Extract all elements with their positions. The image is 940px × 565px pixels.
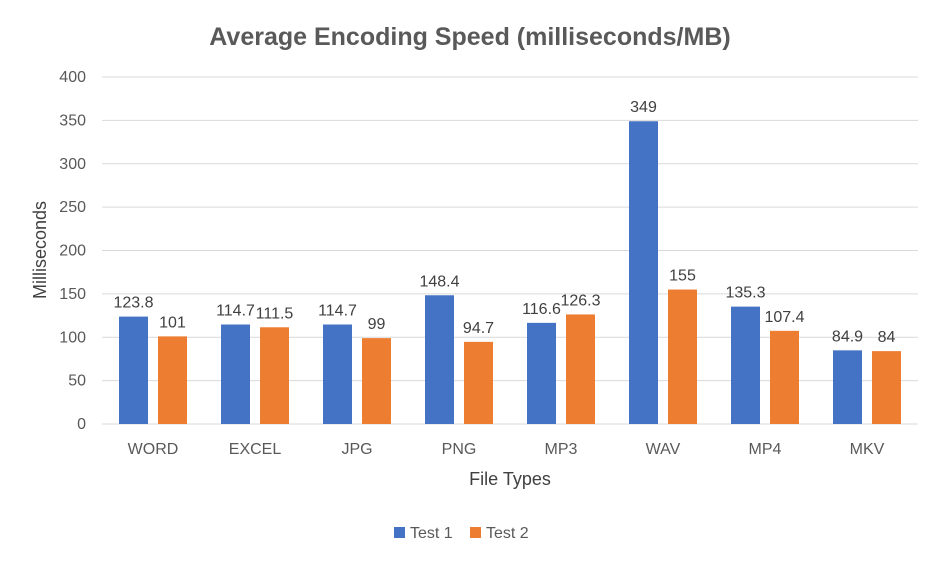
bar-test-1-mp3 <box>527 322 556 424</box>
x-tick-label: JPG <box>341 441 372 458</box>
data-label: 94.7 <box>463 320 494 337</box>
bar-test-2-excel <box>260 327 289 424</box>
legend-label: Test 1 <box>410 525 453 542</box>
data-label: 155 <box>669 268 696 285</box>
bar-test-2-mp3 <box>566 314 595 424</box>
legend-swatch <box>394 527 405 538</box>
x-tick-label: WAV <box>646 441 681 458</box>
x-axis-ticks: WORD EXCEL JPG PNG MP3 WAV MP4 MKV <box>128 441 885 458</box>
bar-test-2-png <box>464 341 493 424</box>
x-tick-label: PNG <box>442 441 477 458</box>
legend: Test 1 Test 2 <box>394 525 529 542</box>
data-label: 114.7 <box>318 302 357 319</box>
bar-test-1-excel <box>221 324 250 424</box>
y-tick-label: 100 <box>59 329 86 346</box>
bar-test-2-word <box>158 336 187 424</box>
data-label: 126.3 <box>560 292 600 309</box>
bar-test-1-jpg <box>323 324 352 424</box>
data-label: 99 <box>368 316 386 333</box>
y-axis-title: Milliseconds <box>30 201 50 299</box>
y-tick-label: 150 <box>59 286 86 303</box>
y-tick-label: 350 <box>59 112 86 129</box>
legend-swatch <box>470 527 481 538</box>
data-label: 101 <box>159 314 186 331</box>
data-label: 349 <box>630 99 657 116</box>
data-label: 114.7 <box>216 302 255 319</box>
x-tick-label: MP4 <box>749 441 782 458</box>
data-label: 84 <box>878 329 896 346</box>
bars <box>119 121 901 425</box>
data-label: 116.6 <box>522 301 561 318</box>
x-tick-label: EXCEL <box>229 441 282 458</box>
data-label: 123.8 <box>113 295 153 312</box>
data-label: 107.4 <box>764 309 804 326</box>
legend-label: Test 2 <box>486 525 529 542</box>
x-tick-label: MP3 <box>545 441 578 458</box>
x-tick-label: WORD <box>128 441 179 458</box>
y-tick-label: 400 <box>59 69 86 86</box>
bar-test-2-wav <box>668 289 697 424</box>
bar-test-1-mp4 <box>731 306 760 424</box>
data-label: 111.5 <box>256 305 294 322</box>
data-label: 84.9 <box>832 328 863 345</box>
chart-title: Average Encoding Speed (milliseconds/MB) <box>209 23 730 51</box>
y-tick-label: 200 <box>59 243 86 260</box>
x-axis-title: File Types <box>469 469 551 489</box>
x-tick-label: MKV <box>850 441 885 458</box>
data-label: 135.3 <box>725 285 765 302</box>
data-label: 148.4 <box>419 273 459 290</box>
y-axis-ticks: 0 50 100 150 200 250 300 350 400 <box>59 69 86 433</box>
bar-test-1-word <box>119 316 148 424</box>
y-tick-label: 300 <box>59 156 86 173</box>
bar-test-2-mkv <box>872 351 901 424</box>
bar-test-1-png <box>425 295 454 424</box>
y-tick-label: 250 <box>59 199 86 216</box>
y-tick-label: 50 <box>68 373 86 390</box>
bar-test-1-mkv <box>833 350 862 424</box>
bar-test-1-wav <box>629 121 658 425</box>
y-tick-label: 0 <box>77 416 86 433</box>
bar-test-2-mp4 <box>770 330 799 424</box>
bar-test-2-jpg <box>362 338 391 424</box>
